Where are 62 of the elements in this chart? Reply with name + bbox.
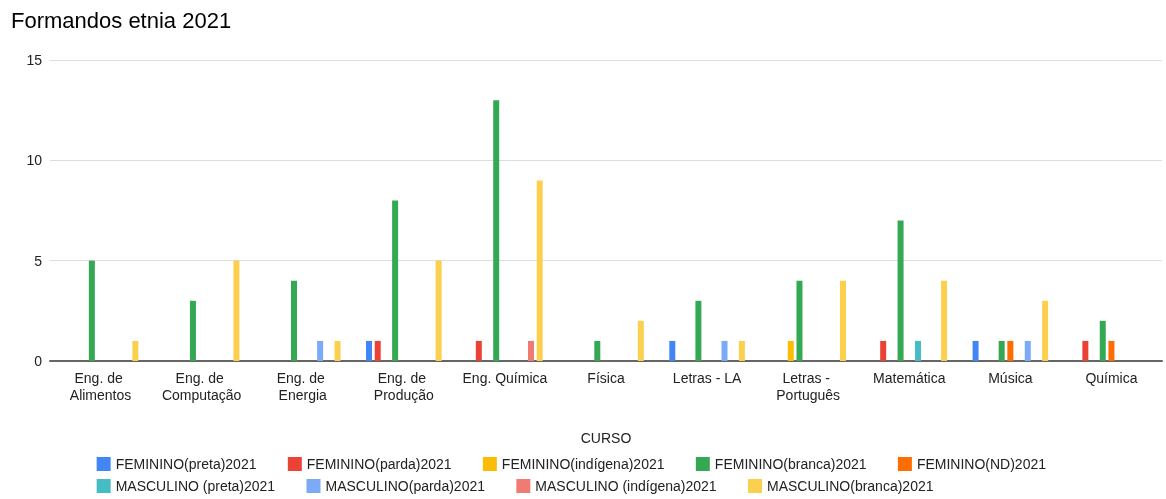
chart-title: Formandos etnia 2021: [11, 7, 232, 33]
legend-label: FEMININO(preta)2021: [115, 456, 280, 472]
legend-label: MASCULINO(parda)2021: [325, 478, 509, 494]
x-tick-label: Química: [1085, 369, 1138, 386]
bar: [475, 340, 482, 361]
bar: [637, 320, 644, 361]
bar: [914, 340, 921, 361]
bar: [233, 260, 240, 361]
y-tick-label: 5: [34, 252, 43, 269]
bar: [528, 340, 535, 361]
bar: [1082, 340, 1089, 361]
bar: [695, 300, 702, 361]
legend-label: FEMININO(ND)2021: [916, 456, 1070, 472]
bar: [669, 340, 676, 361]
bar: [374, 340, 381, 361]
y-tick-label: 0: [34, 353, 43, 369]
bar: [392, 200, 399, 361]
bar: [1108, 340, 1115, 361]
bar: [317, 340, 324, 361]
y-tick-label: 15: [26, 52, 43, 68]
legend-label: MASCULINO(branca)2021: [766, 478, 957, 494]
bar: [839, 280, 846, 361]
legend-label: MASCULINO (preta)2021: [115, 478, 299, 494]
bar: [88, 260, 95, 361]
x-tick-label: Física: [587, 369, 625, 386]
bar: [1024, 340, 1031, 361]
x-tick-label: Eng. de Produção: [373, 369, 434, 403]
bar: [334, 340, 341, 361]
bar: [880, 340, 887, 361]
x-tick-label: Música: [988, 369, 1033, 386]
legend-label: FEMININO(indígena)2021: [501, 456, 688, 472]
bar: [189, 300, 196, 361]
bar: [132, 340, 139, 361]
x-tick-label: Matemática: [873, 369, 946, 386]
x-tick-label: Eng. de Computação: [161, 369, 242, 403]
bar: [998, 340, 1005, 361]
legend-label: MASCULINO (indígena)2021: [535, 478, 740, 494]
legend-label: FEMININO(parda)2021: [306, 456, 475, 472]
bar: [1007, 340, 1014, 361]
bar: [291, 280, 298, 361]
bar: [738, 340, 745, 361]
bar: [536, 180, 543, 361]
bar: [594, 340, 601, 361]
x-tick-label: Eng. de Energia: [276, 369, 329, 403]
bar: [897, 220, 904, 361]
bar: [1042, 300, 1049, 361]
bar: [366, 340, 373, 361]
bar: [972, 340, 979, 361]
bar: [493, 100, 500, 361]
x-axis-title: CURSO: [580, 430, 632, 446]
bar: [796, 280, 803, 361]
x-tick-label: Letras - Português: [776, 369, 841, 403]
legend-label: FEMININO(branca)2021: [714, 456, 890, 472]
y-tick-label: 10: [26, 152, 43, 169]
x-tick-label: Eng. de Alimentos: [69, 369, 132, 403]
x-tick-label: Eng. Química: [462, 369, 548, 386]
bar: [1099, 320, 1106, 361]
bar: [721, 340, 728, 361]
bar: [941, 280, 948, 361]
x-tick-label: Letras - LA: [672, 369, 742, 386]
bar: [787, 340, 794, 361]
bar: [435, 260, 442, 361]
